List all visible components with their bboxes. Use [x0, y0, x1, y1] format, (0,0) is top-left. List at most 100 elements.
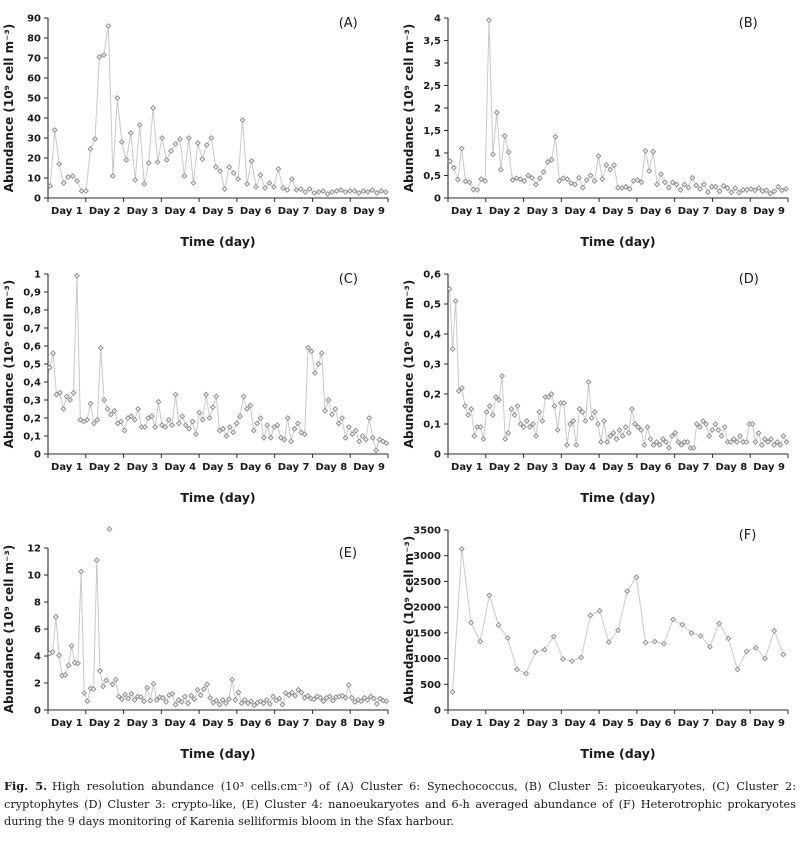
- data-point: [351, 188, 358, 194]
- data-point: [658, 171, 664, 178]
- x-tick-label: Day 3: [527, 206, 559, 217]
- data-point: [564, 176, 571, 183]
- data-point: [105, 23, 112, 29]
- x-tick-label: Day 1: [51, 206, 83, 217]
- data-point: [84, 416, 91, 423]
- data-point: [311, 696, 317, 703]
- data-point: [720, 182, 727, 189]
- y-tick-label: 0: [434, 706, 441, 717]
- x-tick-label: Day 8: [715, 718, 747, 729]
- data-point: [200, 686, 207, 693]
- data-point: [194, 686, 201, 693]
- data-point: [144, 684, 151, 691]
- x-tick-label: Day 1: [451, 462, 483, 473]
- y-tick-label: 0,4: [23, 378, 41, 389]
- data-point: [697, 186, 704, 192]
- data-point: [294, 420, 301, 427]
- data-point: [513, 175, 520, 182]
- data-point: [569, 658, 576, 665]
- data-point: [51, 127, 58, 133]
- data-point: [550, 633, 557, 640]
- data-point: [317, 694, 324, 701]
- data-point: [155, 398, 162, 405]
- data-point: [172, 701, 179, 708]
- data-point: [373, 190, 380, 196]
- y-tick-label: 8: [34, 598, 41, 609]
- data-point: [131, 696, 138, 703]
- data-point: [109, 173, 116, 179]
- data-point: [114, 95, 121, 101]
- data-point: [370, 695, 377, 702]
- data-point: [213, 697, 220, 704]
- data-point: [595, 153, 602, 160]
- data-point: [771, 442, 778, 448]
- data-point: [579, 184, 586, 191]
- data-point: [84, 698, 91, 705]
- y-tick-label: 2000: [413, 603, 441, 614]
- data-point: [315, 189, 322, 195]
- data-point: [203, 391, 210, 398]
- data-point: [715, 427, 722, 433]
- data-point: [347, 188, 353, 194]
- data-point: [780, 433, 787, 439]
- data-point: [284, 187, 291, 193]
- data-point: [109, 681, 116, 688]
- data-point: [539, 418, 546, 424]
- data-point: [235, 689, 242, 696]
- data-point: [583, 177, 590, 183]
- data-point: [486, 592, 493, 599]
- data-point: [677, 186, 684, 193]
- data-point: [169, 690, 176, 697]
- data-point: [230, 429, 237, 436]
- data-point: [150, 680, 157, 687]
- data-point: [292, 692, 299, 699]
- data-point: [755, 430, 762, 436]
- x-axis-title: Time (day): [180, 234, 255, 249]
- y-axis-title: Abundance (10⁹ cell m⁻³): [2, 545, 16, 713]
- data-point: [493, 109, 500, 116]
- data-point: [263, 696, 270, 703]
- x-tick-label: Day 9: [753, 462, 785, 473]
- data-point: [342, 434, 349, 441]
- x-axis-title: Time (day): [180, 490, 255, 505]
- data-point: [517, 421, 524, 427]
- data-point: [230, 170, 237, 176]
- x-tick-label: Day 5: [202, 206, 234, 217]
- data-point: [338, 187, 344, 193]
- data-point: [632, 421, 638, 427]
- data-point: [141, 698, 147, 705]
- y-tick-label: 3000: [413, 551, 441, 562]
- data-point: [206, 415, 213, 421]
- data-point: [276, 695, 283, 702]
- panel-d: 0 0,1 0,2 0,3 0,4 0,5 0,6 Day 1 Day 2 Day 3 Day 4 D…: [400, 256, 800, 512]
- data-point: [248, 158, 255, 164]
- data-point: [752, 644, 759, 651]
- data-point: [704, 189, 711, 196]
- data-point: [768, 436, 774, 442]
- x-tick-label: Day 7: [678, 462, 710, 473]
- y-tick-label: 0,1: [23, 432, 41, 443]
- data-point: [761, 436, 768, 442]
- data-point: [186, 425, 193, 432]
- figure-caption: Fig. 5. High resolution abundance (10³ ce…: [0, 768, 800, 837]
- y-tick-label: 60: [27, 74, 41, 85]
- data-point: [329, 697, 336, 704]
- data-point: [751, 187, 758, 194]
- data-point: [137, 694, 144, 701]
- x-tick-label: Day 9: [753, 206, 785, 217]
- data-point: [181, 173, 188, 179]
- x-tick-label: Day 7: [278, 462, 310, 473]
- data-point: [208, 135, 215, 141]
- chart-svg: 0 0,1 0,2 0,3 0,4 0,5 0,6 0,7 0,8 0,9 1 Day 1 Day 2 D…: [2, 270, 390, 505]
- x-tick-label: Day 4: [564, 718, 596, 729]
- x-tick-label: Day 5: [202, 718, 234, 729]
- data-point: [247, 402, 254, 409]
- x-tick-label: Day 4: [164, 718, 196, 729]
- y-tick-label: 10: [27, 174, 41, 185]
- x-tick-label: Day 3: [527, 718, 559, 729]
- y-tick-label: 0,5: [423, 171, 441, 182]
- data-point: [468, 619, 474, 626]
- data-point: [333, 188, 340, 194]
- x-tick-label: Day 7: [678, 718, 710, 729]
- data-point: [775, 183, 782, 190]
